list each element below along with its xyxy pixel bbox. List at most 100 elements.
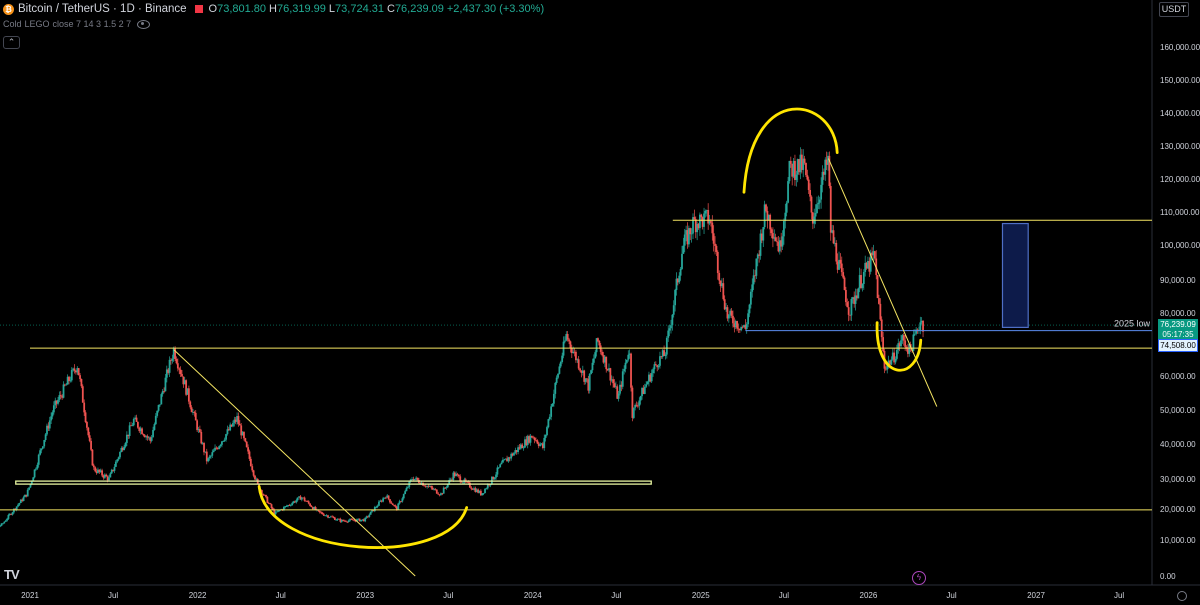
candle-body	[623, 368, 626, 372]
candle-body	[167, 369, 170, 373]
x-tick-label: 2021	[21, 591, 39, 600]
candle-body	[30, 480, 33, 484]
candle-body	[493, 477, 496, 480]
candle-body	[781, 236, 784, 247]
candle-body	[181, 373, 183, 377]
candle-body	[510, 453, 513, 459]
candle-body	[453, 472, 456, 477]
candle-body	[303, 497, 306, 501]
candle-body	[729, 310, 732, 315]
candle-body	[689, 228, 692, 235]
candle-body	[687, 228, 690, 245]
candle-body	[565, 334, 568, 341]
candle-body	[248, 451, 251, 459]
lightning-icon[interactable]: ϟ	[912, 571, 926, 585]
candle-body	[580, 370, 583, 373]
candle-body	[869, 252, 872, 272]
candle-body	[856, 295, 858, 299]
candle-body	[405, 487, 408, 492]
candle-body	[726, 307, 729, 319]
candle-body	[285, 506, 288, 507]
candle-body	[849, 314, 851, 316]
candle-body	[344, 520, 347, 522]
settings-icon[interactable]	[1177, 591, 1187, 601]
candle-body	[751, 284, 754, 292]
candle-body	[47, 425, 50, 429]
candle-body	[743, 324, 745, 328]
candle-body	[500, 462, 503, 465]
candle-body	[886, 364, 889, 370]
candle-body	[496, 467, 499, 475]
candle-body	[586, 378, 588, 380]
candle-body	[39, 450, 42, 455]
candle-body	[165, 369, 168, 378]
candle-body	[430, 486, 433, 488]
candle-body	[18, 503, 21, 505]
candle-body	[762, 227, 765, 241]
candle-body	[306, 501, 309, 503]
candle-body	[386, 495, 389, 498]
candle-body	[349, 519, 351, 521]
candle-body	[51, 412, 54, 417]
candle-body	[137, 421, 139, 428]
candle-body	[648, 374, 650, 382]
flag-icon[interactable]	[194, 5, 203, 13]
candle-body	[555, 377, 558, 383]
candle-body	[599, 345, 602, 352]
candle-body	[657, 365, 660, 368]
candle-body	[262, 494, 265, 496]
candle-body	[212, 450, 215, 453]
candle-body	[3, 521, 6, 524]
eye-icon[interactable]	[137, 19, 151, 29]
candle-body	[245, 441, 248, 448]
candle-body	[72, 368, 75, 371]
candle-body	[6, 518, 8, 521]
candle-body	[225, 434, 227, 440]
candle-body	[329, 516, 332, 518]
candle-body	[438, 494, 441, 496]
candle-body	[17, 504, 19, 507]
candle-body	[766, 211, 769, 221]
candle-body	[784, 212, 787, 221]
tradingview-logo-icon[interactable]: TV	[4, 567, 20, 582]
candle-body	[686, 230, 689, 245]
candle-body	[175, 359, 178, 364]
y-tick-label: 100,000.00	[1160, 241, 1200, 250]
candle-body	[339, 518, 342, 522]
candle-body	[190, 407, 193, 413]
candle-body	[332, 517, 335, 518]
collapse-chevron-icon[interactable]: ⌃	[3, 36, 20, 49]
symbol-title[interactable]: Bitcoin / TetherUS · 1D · Binance	[18, 3, 187, 15]
candle-body	[772, 233, 774, 239]
candle-body	[196, 420, 199, 431]
candle-body	[880, 319, 883, 338]
candle-body	[838, 259, 840, 270]
candle-body	[415, 477, 418, 479]
candle-body	[511, 453, 514, 456]
candle-body	[171, 358, 174, 361]
candle-body	[816, 204, 818, 214]
candle-body	[847, 307, 850, 315]
candle-body	[300, 497, 303, 500]
current-price-tag: 76,239.09 05:17:35	[1158, 319, 1198, 341]
candle-body	[230, 424, 233, 427]
candle-body	[321, 512, 324, 515]
candle-body	[765, 204, 767, 212]
candle-body	[66, 376, 69, 385]
candle-body	[284, 506, 287, 508]
candle-body	[471, 488, 474, 490]
candle-body	[131, 425, 134, 426]
candle-body	[70, 370, 73, 381]
candle-body	[518, 447, 521, 449]
y-tick-label: 10,000.00	[1160, 536, 1196, 545]
currency-button[interactable]: USDT	[1159, 2, 1189, 17]
candle-body	[749, 291, 752, 305]
candle-body	[331, 516, 334, 518]
candle-body	[635, 404, 638, 406]
candle-body	[537, 443, 540, 446]
indicator-legend[interactable]: Cold LEGO close 7 14 3 1.5 2 7	[3, 19, 151, 29]
candle-body	[587, 379, 590, 391]
candle-body	[77, 368, 80, 376]
candle-body	[215, 447, 218, 449]
